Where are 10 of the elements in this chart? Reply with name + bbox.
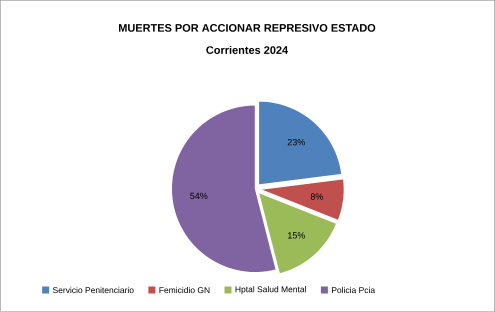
data-label: 15% — [288, 232, 305, 239]
data-label: 54% — [190, 192, 208, 200]
chart-subtitle: Corrientes 2024 — [206, 46, 288, 54]
legend-label: Policia Pcia — [332, 286, 376, 294]
data-label: 23% — [288, 139, 305, 146]
chart-title: MUERTES POR ACCIONAR REPRESIVO ESTADO — [119, 24, 376, 32]
legend-label: Femicidio GN — [159, 286, 210, 294]
data-label: 8% — [310, 193, 324, 200]
legend-label: Hptal Salud Mental — [236, 286, 306, 294]
legend-label: Servicio Penitenciario — [52, 286, 134, 294]
